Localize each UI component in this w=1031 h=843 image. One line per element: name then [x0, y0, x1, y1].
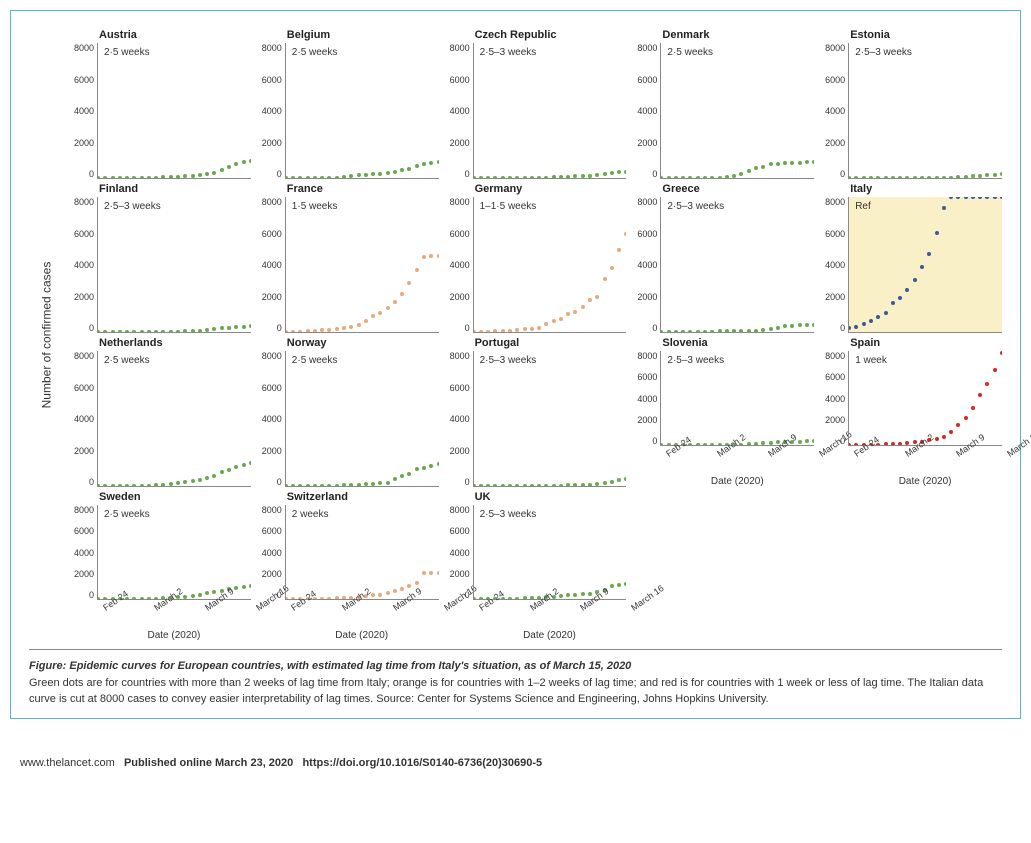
y-ticks: 80006000400020000 [441, 197, 473, 333]
chart-area: 2·5 weeks [660, 43, 814, 179]
chart-area: Ref [848, 197, 1002, 333]
panel-title: Portugal [441, 337, 627, 351]
y-ticks: 80006000400020000 [253, 43, 285, 179]
y-ticks: 80006000400020000 [816, 43, 848, 179]
panel-slovenia: Slovenia800060004000200002·5–3 weeksFeb … [628, 337, 814, 487]
panel-greece: Greece800060004000200002·5–3 weeks [628, 183, 814, 333]
chart-area: 2 weeks [285, 505, 439, 600]
panel-title: Germany [441, 183, 627, 197]
x-axis-label: Date (2020) [816, 460, 1002, 487]
panel-title: Belgium [253, 29, 439, 43]
y-ticks: 80006000400020000 [441, 505, 473, 600]
panel-title: Sweden [65, 491, 251, 505]
panel-sweden: Sweden800060004000200002·5 weeksFeb 24Ma… [65, 491, 251, 641]
chart-area: 2·5–3 weeks [848, 43, 1002, 179]
panel-switzerland: Switzerland800060004000200002 weeksFeb 2… [253, 491, 439, 641]
panel-title: Spain [816, 337, 1002, 351]
panel-title: Estonia [816, 29, 1002, 43]
caption-title: Epidemic curves for European countries, … [69, 660, 631, 672]
panel-title: Austria [65, 29, 251, 43]
panel-belgium: Belgium800060004000200002·5 weeks [253, 29, 439, 179]
y-ticks: 80006000400020000 [816, 351, 848, 446]
panel-title: Norway [253, 337, 439, 351]
x-axis-label: Date (2020) [441, 614, 627, 641]
panel-title: France [253, 183, 439, 197]
y-ticks: 80006000400020000 [253, 505, 285, 600]
panel-denmark: Denmark800060004000200002·5 weeks [628, 29, 814, 179]
footer-site: www.thelancet.com [20, 757, 115, 769]
y-ticks: 80006000400020000 [441, 351, 473, 487]
chart-area: 1–1·5 weeks [473, 197, 627, 333]
y-ticks: 80006000400020000 [816, 197, 848, 333]
panel-netherlands: Netherlands800060004000200002·5 weeks [65, 337, 251, 487]
y-ticks: 80006000400020000 [65, 351, 97, 487]
chart-area: 2·5 weeks [285, 43, 439, 179]
panel-title: Denmark [628, 29, 814, 43]
y-axis-label: Number of confirmed cases [29, 29, 63, 641]
panel-france: France800060004000200001·5 weeks [253, 183, 439, 333]
chart-area: 2·5 weeks [97, 351, 251, 487]
caption-prefix: Figure [29, 660, 63, 672]
page-footer: www.thelancet.com Published online March… [0, 729, 1031, 785]
y-ticks: 80006000400020000 [65, 43, 97, 179]
figure-caption: Figure: Epidemic curves for European cou… [29, 649, 1002, 708]
panel-title: Netherlands [65, 337, 251, 351]
footer-doi: https://doi.org/10.1016/S0140-6736(20)30… [302, 757, 542, 769]
footer-pub-date: Published online March 23, 2020 [124, 757, 293, 769]
y-ticks: 80006000400020000 [628, 43, 660, 179]
panel-italy: Italy80006000400020000Ref [816, 183, 1002, 333]
panel-czech-republic: Czech Republic800060004000200002·5–3 wee… [441, 29, 627, 179]
y-ticks: 80006000400020000 [628, 351, 660, 446]
panel-title: Czech Republic [441, 29, 627, 43]
panel-uk: UK800060004000200002·5–3 weeksFeb 24Marc… [441, 491, 627, 641]
panel-title: Slovenia [628, 337, 814, 351]
x-axis-label: Date (2020) [65, 614, 251, 641]
panel-estonia: Estonia800060004000200002·5–3 weeks [816, 29, 1002, 179]
y-ticks: 80006000400020000 [65, 197, 97, 333]
x-ticks: Feb 24March 2March 9March 16 [628, 446, 814, 460]
panel-spain: Spain800060004000200001 weekFeb 24March … [816, 337, 1002, 487]
panel-finland: Finland800060004000200002·5–3 weeks [65, 183, 251, 333]
x-axis-label: Date (2020) [253, 614, 439, 641]
y-ticks: 80006000400020000 [628, 197, 660, 333]
panel-title: UK [441, 491, 627, 505]
chart-area: 2·5 weeks [97, 43, 251, 179]
chart-area: 2·5–3 weeks [473, 351, 627, 487]
y-ticks: 80006000400020000 [441, 43, 473, 179]
chart-area: 2·5 weeks [285, 351, 439, 487]
panel-title: Greece [628, 183, 814, 197]
x-axis-label: Date (2020) [628, 460, 814, 487]
chart-area: 2·5–3 weeks [97, 197, 251, 333]
panels-grid: Number of confirmed cases Austria8000600… [29, 29, 1002, 641]
y-ticks: 80006000400020000 [65, 505, 97, 600]
panel-title: Finland [65, 183, 251, 197]
x-ticks: Feb 24March 2March 9March 16 [441, 600, 627, 614]
chart-area: 2·5–3 weeks [473, 43, 627, 179]
figure-frame: Number of confirmed cases Austria8000600… [10, 10, 1021, 719]
x-ticks: Feb 24March 2March 9March 16 [253, 600, 439, 614]
panel-title: Switzerland [253, 491, 439, 505]
chart-area: 2·5–3 weeks [660, 197, 814, 333]
panel-austria: Austria800060004000200002·5 weeks [65, 29, 251, 179]
chart-area: 1·5 weeks [285, 197, 439, 333]
x-ticks: Feb 24March 2March 9March 16 [65, 600, 251, 614]
panel-portugal: Portugal800060004000200002·5–3 weeks [441, 337, 627, 487]
caption-body: Green dots are for countries with more t… [29, 677, 983, 706]
panel-germany: Germany800060004000200001–1·5 weeks [441, 183, 627, 333]
y-ticks: 80006000400020000 [253, 197, 285, 333]
x-ticks: Feb 24March 2March 9March 16 [816, 446, 1002, 460]
panel-title: Italy [816, 183, 1002, 197]
y-ticks: 80006000400020000 [253, 351, 285, 487]
panel-norway: Norway800060004000200002·5 weeks [253, 337, 439, 487]
